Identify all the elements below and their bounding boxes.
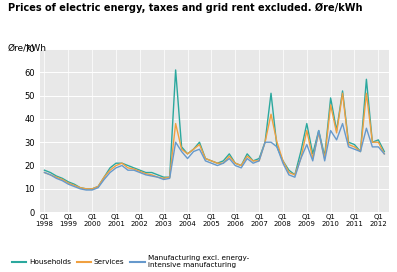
Services	[42, 171, 47, 174]
Line: Manufacturing excl. energy-
intensive manufacturing: Manufacturing excl. energy- intensive ma…	[44, 123, 384, 190]
Households	[173, 68, 178, 72]
Manufacturing excl. energy-
intensive manufacturing	[382, 152, 387, 156]
Households	[42, 169, 47, 172]
Households	[84, 187, 89, 190]
Services	[299, 157, 303, 160]
Manufacturing excl. energy-
intensive manufacturing	[334, 138, 339, 141]
Households	[131, 166, 136, 169]
Households	[340, 89, 345, 92]
Manufacturing excl. energy-
intensive manufacturing	[42, 171, 47, 174]
Manufacturing excl. energy-
intensive manufacturing	[299, 157, 303, 160]
Manufacturing excl. energy-
intensive manufacturing	[340, 122, 345, 125]
Services	[275, 141, 279, 144]
Households	[370, 141, 375, 144]
Legend: Households, Services, Manufacturing excl. energy-
intensive manufacturing: Households, Services, Manufacturing excl…	[12, 255, 249, 268]
Services	[125, 166, 130, 169]
Text: Øre/kWh: Øre/kWh	[8, 44, 47, 52]
Services	[382, 152, 387, 156]
Services	[131, 167, 136, 171]
Manufacturing excl. energy-
intensive manufacturing	[370, 145, 375, 149]
Line: Households: Households	[44, 70, 384, 189]
Households	[304, 122, 309, 125]
Households	[125, 164, 130, 167]
Manufacturing excl. energy-
intensive manufacturing	[125, 169, 130, 172]
Services	[340, 92, 345, 95]
Households	[281, 159, 285, 162]
Text: Prices of electric energy, taxes and grid rent excluded. Øre/kWh: Prices of electric energy, taxes and gri…	[8, 3, 362, 13]
Manufacturing excl. energy-
intensive manufacturing	[275, 145, 279, 149]
Households	[382, 150, 387, 153]
Line: Services: Services	[44, 93, 384, 189]
Services	[84, 187, 89, 190]
Manufacturing excl. energy-
intensive manufacturing	[131, 169, 136, 172]
Manufacturing excl. energy-
intensive manufacturing	[84, 188, 89, 192]
Services	[370, 141, 375, 144]
Services	[334, 131, 339, 135]
